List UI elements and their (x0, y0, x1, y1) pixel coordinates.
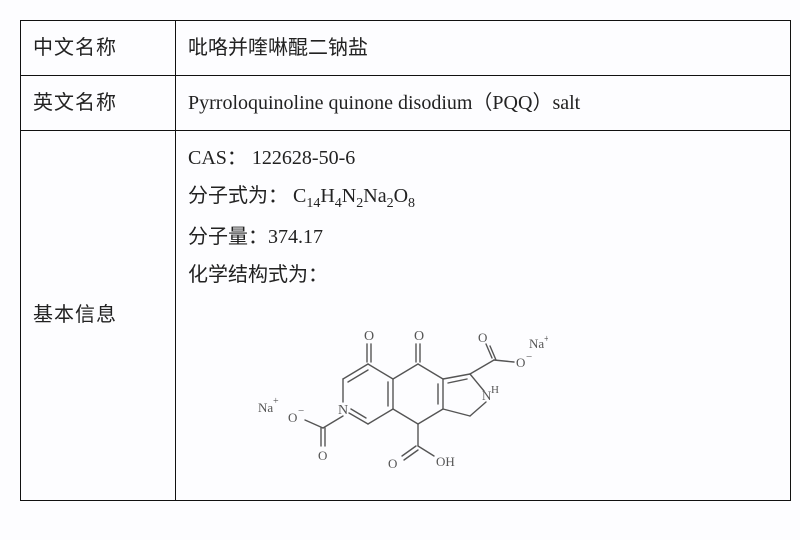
formula-8: 8 (408, 196, 415, 211)
formula-C: C (293, 185, 306, 207)
formula-H: H (320, 185, 334, 207)
line-struct-label: 化学结构式为： (188, 256, 778, 294)
svg-text:O: O (414, 329, 424, 344)
line-mw: 分子量：374.17 (188, 218, 778, 256)
formula-label: 分子式为： (188, 185, 288, 207)
formula-Na: Na (363, 185, 386, 207)
svg-text:O: O (516, 355, 525, 370)
label-basic-info: 基本信息 (21, 131, 176, 501)
cas-label: CAS： (188, 147, 247, 169)
formula-4: 4 (335, 196, 342, 211)
svg-text:O: O (318, 448, 327, 463)
formula-2b: 2 (387, 196, 394, 211)
structure-diagram-wrap: N (188, 294, 778, 492)
row-english-name: 英文名称 Pyrroloquinoline quinone disodium（P… (21, 76, 791, 131)
line-formula: 分子式为： C14H4N2Na2O8 (188, 177, 778, 218)
line-cas: CAS： 122628-50-6 (188, 139, 778, 177)
svg-text:−: − (526, 351, 532, 363)
formula-N: N (342, 185, 356, 207)
chem-structure-svg: N (248, 294, 548, 479)
formula-O: O (394, 185, 408, 207)
svg-text:−: − (298, 405, 304, 417)
value-chinese-name: 吡咯并喹啉醌二钠盐 (176, 21, 791, 76)
svg-text:H: H (491, 384, 499, 396)
svg-text:Na: Na (258, 400, 273, 415)
value-basic-info: CAS： 122628-50-6 分子式为： C14H4N2Na2O8 分子量：… (176, 131, 791, 501)
label-english-name: 英文名称 (21, 76, 176, 131)
svg-text:O: O (478, 330, 487, 345)
svg-text:O: O (288, 410, 297, 425)
svg-text:+: + (544, 334, 548, 345)
value-english-name: Pyrroloquinoline quinone disodium（PQQ）sa… (176, 76, 791, 131)
formula-value: C14H4N2Na2O8 (293, 185, 415, 207)
svg-text:Na: Na (529, 336, 544, 351)
svg-text:O: O (364, 329, 374, 344)
mw-label: 分子量： (188, 226, 268, 248)
row-basic-info: 基本信息 CAS： 122628-50-6 分子式为： C14H4N2Na2O8… (21, 131, 791, 501)
mw-value: 374.17 (268, 226, 323, 248)
svg-text:+: + (273, 396, 279, 407)
row-chinese-name: 中文名称 吡咯并喹啉醌二钠盐 (21, 21, 791, 76)
structure-diagram: N (248, 294, 548, 492)
svg-text:O: O (388, 456, 397, 471)
label-chinese-name: 中文名称 (21, 21, 176, 76)
info-table: 中文名称 吡咯并喹啉醌二钠盐 英文名称 Pyrroloquinoline qui… (20, 20, 791, 501)
svg-text:OH: OH (436, 454, 455, 469)
cas-value: 122628-50-6 (252, 147, 355, 169)
formula-14: 14 (306, 196, 320, 211)
